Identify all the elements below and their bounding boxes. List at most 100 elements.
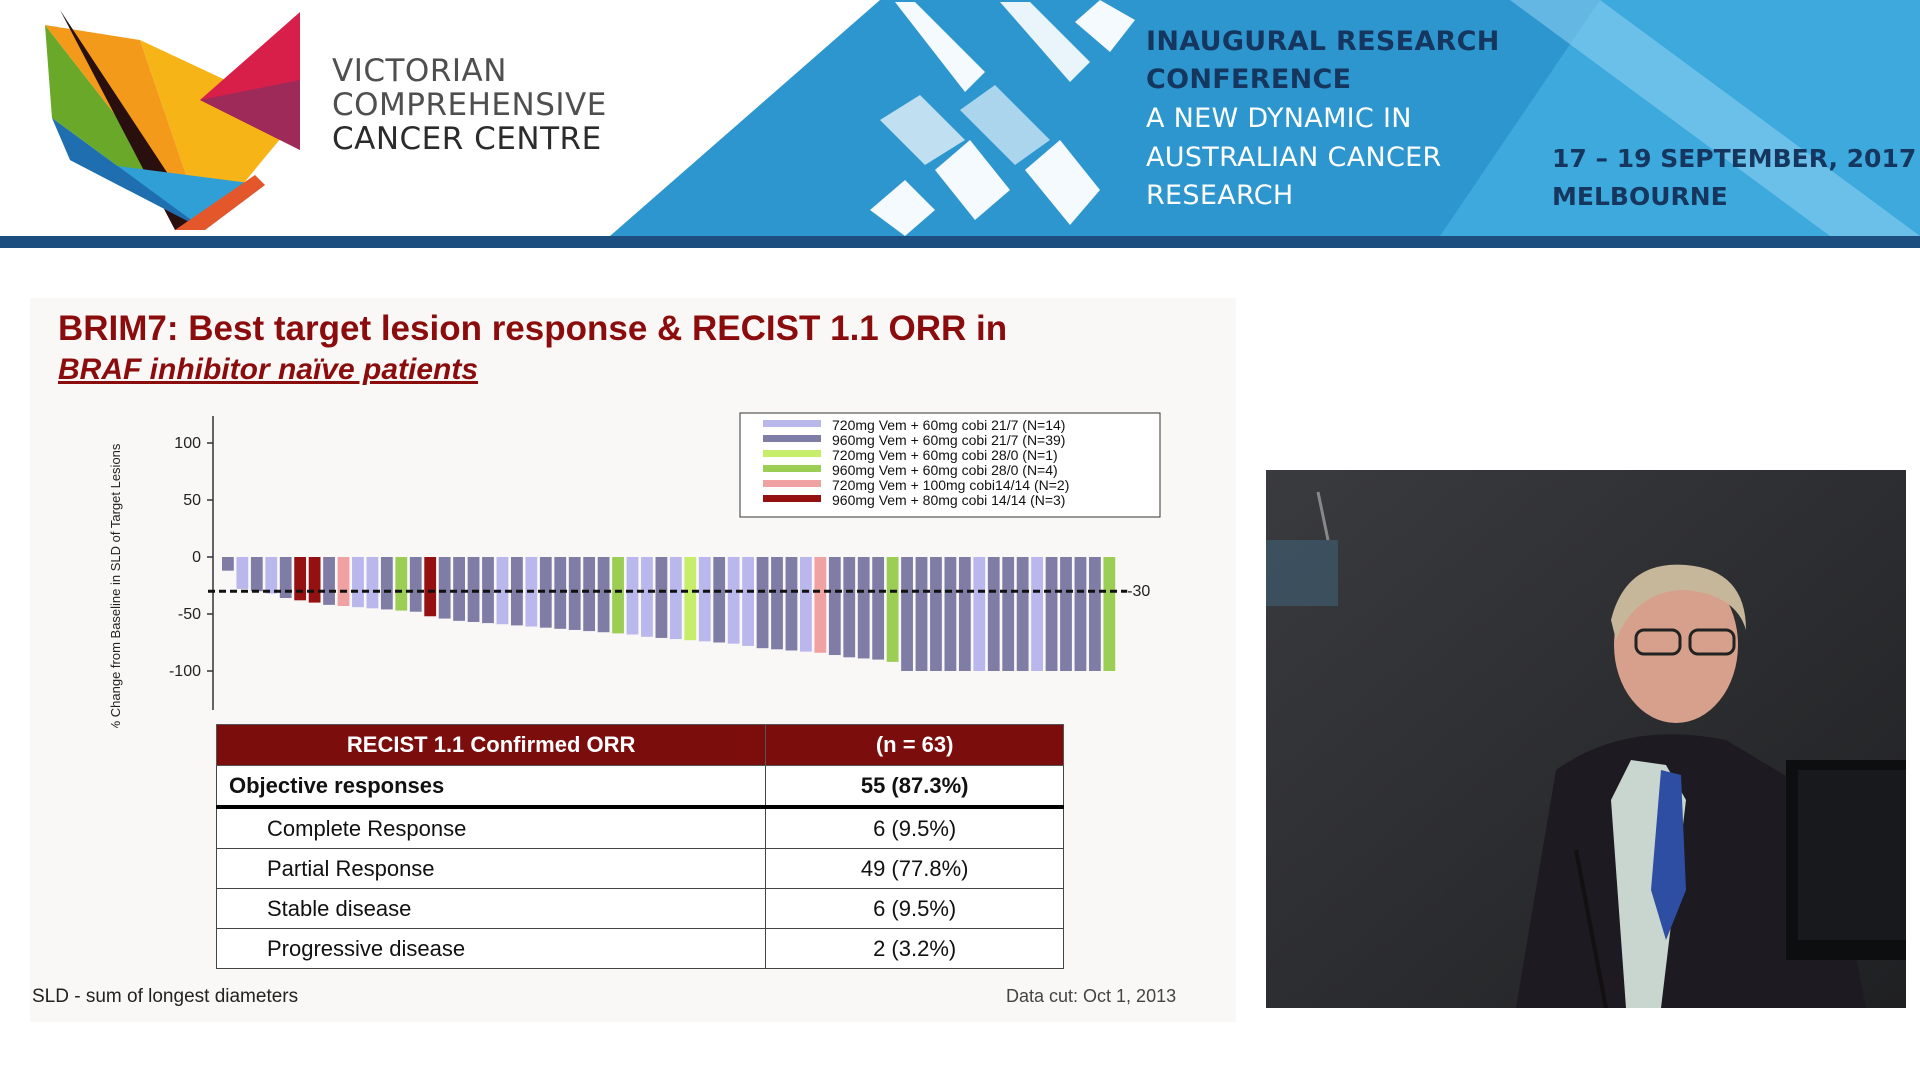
legend-swatch — [763, 480, 821, 487]
reference-line-label: -30 — [1127, 583, 1150, 600]
presentation-slide: BRIM7: Best target lesion response & REC… — [30, 298, 1236, 1022]
row-value-objective-responses: 55 (87.3%) — [765, 765, 1064, 809]
y-tick-group: 100 50 0 -50 -100 — [169, 435, 213, 680]
chart-bar — [222, 557, 234, 571]
y-axis: 100 50 0 -50 -100 — [169, 416, 214, 710]
conference-title-line-2: CONFERENCE — [1146, 64, 1352, 95]
banner-diamond-pattern — [870, 0, 1135, 236]
computer-monitor — [1786, 760, 1906, 960]
row-value-complete-response: 6 (9.5%) — [765, 806, 1064, 849]
orr-table: RECIST 1.1 Confirmed ORR (n = 63) Object… — [215, 724, 1064, 969]
row-value-progressive-disease: 2 (3.2%) — [765, 928, 1064, 969]
legend-swatch — [763, 495, 821, 502]
table-header-orr: RECIST 1.1 Confirmed ORR — [215, 724, 767, 766]
y-axis-label: % Change from Baseline in SLD of Target … — [108, 443, 123, 728]
chart-bar — [886, 557, 899, 662]
chart-bar — [857, 557, 870, 659]
conference-theme-line-2: AUSTRALIAN CANCER — [1146, 142, 1442, 173]
chart-bar — [308, 557, 321, 603]
legend-items: 720mg Vem + 60mg cobi 21/7 (N=14)960mg V… — [763, 417, 1069, 508]
chart-bar — [352, 557, 364, 608]
banner-diagonal-stripe — [1510, 0, 1920, 236]
conference-location: MELBOURNE — [1552, 182, 1728, 211]
waterfall-chart: 100 50 0 -50 -100 -30 % Change from Baseline… — [108, 412, 1161, 728]
table-row: Complete Response 6 (9.5%) — [215, 806, 1064, 849]
chart-bar — [250, 557, 263, 592]
chart-bar — [597, 557, 610, 633]
row-label-stable-disease: Stable disease — [215, 888, 767, 929]
lectern-microphone — [1574, 849, 1608, 1008]
chart-bar — [915, 557, 928, 671]
chart-bar — [1103, 557, 1116, 671]
chart-bar — [1060, 557, 1072, 671]
chart-bar — [539, 557, 552, 628]
y-tick-label: -100 — [169, 663, 201, 680]
chart-bar — [1002, 557, 1015, 671]
chart-bar — [395, 557, 408, 611]
row-value-stable-disease: 6 (9.5%) — [765, 888, 1064, 929]
row-label-complete-response: Complete Response — [215, 806, 767, 849]
conference-banner: VICTORIAN COMPREHENSIVE CANCER CENTRE IN… — [0, 0, 1920, 248]
chart-bar — [973, 557, 986, 671]
bar-group — [222, 557, 1116, 671]
chart-bar — [901, 557, 913, 671]
chart-bar — [554, 557, 567, 629]
legend-swatch — [763, 465, 821, 472]
legend-label: 960mg Vem + 60mg cobi 21/7 (N=39) — [832, 432, 1065, 448]
chart-bar — [843, 557, 856, 658]
chart-bar — [568, 557, 581, 630]
chart-bar — [872, 557, 885, 660]
chart-bar — [785, 557, 798, 651]
chart-bar — [958, 557, 971, 671]
speaker-video — [1266, 470, 1906, 1008]
chart-bar — [236, 557, 249, 589]
chart-bar — [771, 557, 783, 650]
chart-bar — [279, 557, 292, 599]
chart-bar — [1045, 557, 1058, 671]
chart-bar — [727, 557, 740, 644]
chart-bar — [930, 557, 942, 671]
table-row: Objective responses 55 (87.3%) — [215, 765, 1064, 809]
chart-bar — [380, 557, 393, 610]
chart-bar — [323, 557, 335, 605]
table-header-row: RECIST 1.1 Confirmed ORR (n = 63) — [215, 724, 1064, 766]
vccc-logo — [45, 10, 300, 230]
chart-bar — [698, 557, 711, 642]
row-label-objective-responses: Objective responses — [215, 765, 767, 809]
chart-bar — [583, 557, 596, 632]
chart-bar — [438, 557, 451, 619]
org-name-line-2: COMPREHENSIVE — [332, 87, 607, 123]
conference-date: 17 – 19 SEPTEMBER, 2017 — [1552, 144, 1917, 173]
chart-bar — [1031, 557, 1043, 671]
legend-swatch — [763, 435, 821, 442]
table-row: Progressive disease 2 (3.2%) — [215, 928, 1064, 969]
legend-label: 960mg Vem + 80mg cobi 14/14 (N=3) — [832, 492, 1065, 508]
chart-bar — [612, 557, 624, 634]
slide-subtitle: BRAF inhibitor naïve patients — [58, 353, 479, 386]
conference-theme-line-1: A NEW DYNAMIC IN — [1146, 103, 1412, 134]
data-cut-note: Data cut: Oct 1, 2013 — [1006, 986, 1177, 1006]
legend-label: 720mg Vem + 60mg cobi 21/7 (N=14) — [832, 417, 1065, 433]
chart-bar — [641, 557, 653, 637]
banner-bottom-bar — [0, 236, 1920, 248]
chart-bar — [453, 557, 465, 621]
chart-bar — [366, 557, 379, 609]
chart-bar — [742, 557, 754, 646]
legend-label: 720mg Vem + 60mg cobi 28/0 (N=1) — [832, 447, 1058, 463]
chart-bar — [713, 557, 726, 643]
chart-bar — [684, 557, 697, 641]
table-row: Partial Response 49 (77.8%) — [215, 848, 1064, 889]
slide-title: BRIM7: Best target lesion response & REC… — [58, 309, 1008, 348]
table-header-n: (n = 63) — [765, 724, 1064, 766]
org-name-line-3: CANCER CENTRE — [332, 121, 602, 157]
conference-title-line-1: INAUGURAL RESEARCH — [1146, 26, 1500, 57]
chart-bar — [987, 557, 1000, 671]
row-value-partial-response: 49 (77.8%) — [765, 848, 1064, 889]
chart-bar — [294, 557, 307, 601]
org-name-line-1: VICTORIAN — [332, 53, 507, 89]
chart-bar — [828, 557, 841, 656]
y-tick-label: -50 — [178, 606, 201, 623]
y-tick-label: 100 — [174, 435, 201, 452]
chart-bar — [1089, 557, 1101, 671]
chart-bar — [424, 557, 437, 617]
